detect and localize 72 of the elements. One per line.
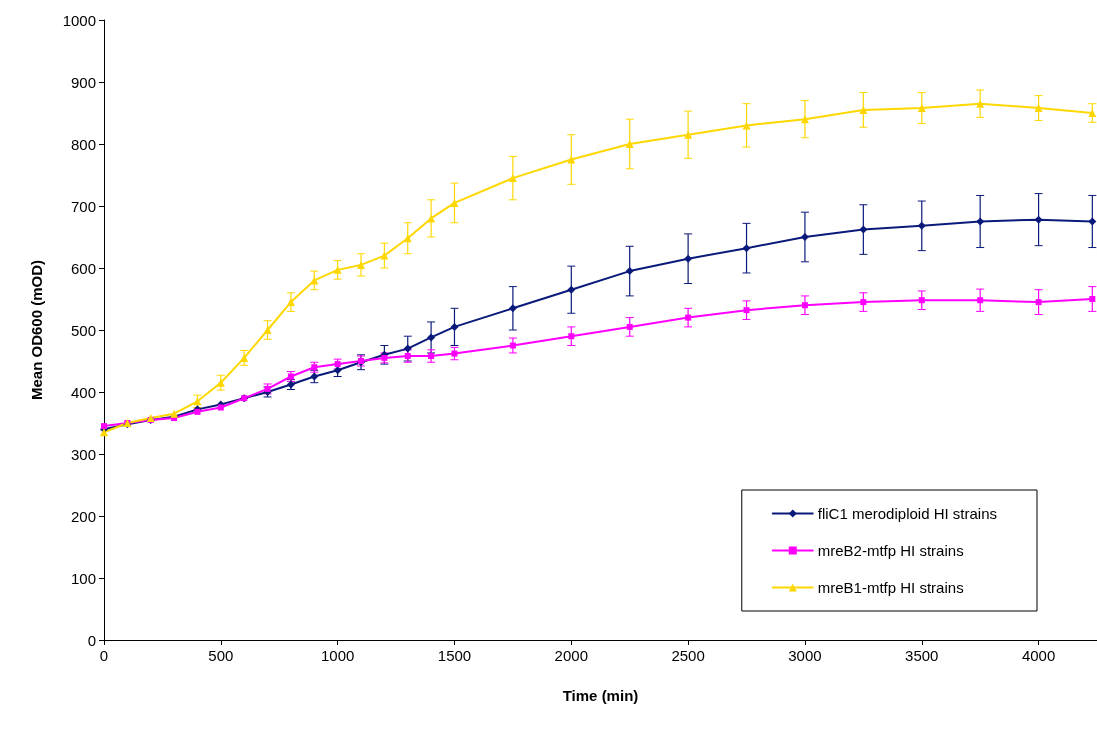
- point: [918, 297, 925, 304]
- y-tick-label: 700: [70, 197, 96, 215]
- point: [1034, 215, 1043, 224]
- x-tick-label: 4000: [1021, 647, 1056, 664]
- point: [1089, 296, 1096, 302]
- point: [976, 217, 985, 226]
- legend-label: fliC1 merodiploid HI strains: [817, 505, 997, 522]
- point: [357, 260, 366, 269]
- y-tick-label: 400: [70, 383, 96, 401]
- x-axis-title: Time (min): [562, 687, 639, 704]
- point: [508, 174, 517, 183]
- point: [509, 342, 516, 349]
- y-tick-label: 800: [70, 135, 96, 153]
- y-tick-label: 100: [70, 569, 96, 587]
- y-tick-label: 200: [70, 507, 96, 525]
- y-tick-label: 900: [70, 73, 96, 91]
- point: [286, 298, 295, 307]
- point: [428, 353, 435, 360]
- point: [333, 265, 342, 274]
- point: [451, 350, 458, 357]
- x-tick-label: 3500: [905, 647, 939, 664]
- point: [1088, 109, 1097, 117]
- point: [404, 353, 411, 360]
- point: [800, 115, 809, 124]
- point: [626, 323, 633, 330]
- x-tick-label: 500: [208, 647, 234, 664]
- point: [684, 130, 693, 139]
- point: [743, 307, 750, 314]
- point: [917, 221, 926, 230]
- point: [450, 322, 459, 331]
- point: [508, 304, 517, 313]
- point: [800, 233, 809, 241]
- legend-label: mreB1-mtfp HI strains: [817, 579, 964, 596]
- point: [567, 155, 576, 164]
- point: [403, 344, 412, 353]
- point: [977, 297, 984, 304]
- point: [976, 99, 985, 108]
- point: [380, 251, 389, 260]
- point: [217, 404, 224, 411]
- point: [1088, 217, 1097, 226]
- point: [685, 314, 692, 321]
- point: [859, 225, 868, 234]
- point: [625, 267, 634, 276]
- point: [742, 121, 751, 130]
- x-tick-label: 1000: [320, 647, 355, 664]
- x-tick-label: 1500: [437, 647, 472, 664]
- x-tick-label: 2000: [554, 647, 588, 664]
- point: [742, 244, 751, 253]
- point: [567, 285, 576, 294]
- y-tick-label: 300: [70, 445, 96, 463]
- point: [801, 302, 808, 309]
- point: [684, 254, 693, 263]
- x-tick-label: 2500: [671, 647, 705, 664]
- point: [240, 353, 249, 362]
- y-axis-title: Mean OD600 (mOD): [28, 259, 45, 401]
- point: [427, 333, 436, 342]
- y-tick-label: 0: [87, 631, 96, 649]
- point: [1035, 299, 1042, 306]
- point: [216, 378, 225, 387]
- point: [860, 299, 867, 306]
- y-tick-label: 1000: [62, 11, 96, 29]
- point: [1034, 104, 1043, 113]
- point: [568, 333, 575, 340]
- x-tick-label: 3000: [788, 647, 822, 664]
- point: [859, 105, 868, 114]
- point: [263, 326, 272, 334]
- y-tick-label: 500: [70, 321, 96, 339]
- point: [101, 423, 107, 430]
- x-tick-label: 0: [99, 647, 109, 664]
- point: [625, 140, 634, 148]
- legend-label: mreB2-mtfp HI strains: [817, 542, 964, 559]
- y-tick-label: 600: [70, 259, 96, 277]
